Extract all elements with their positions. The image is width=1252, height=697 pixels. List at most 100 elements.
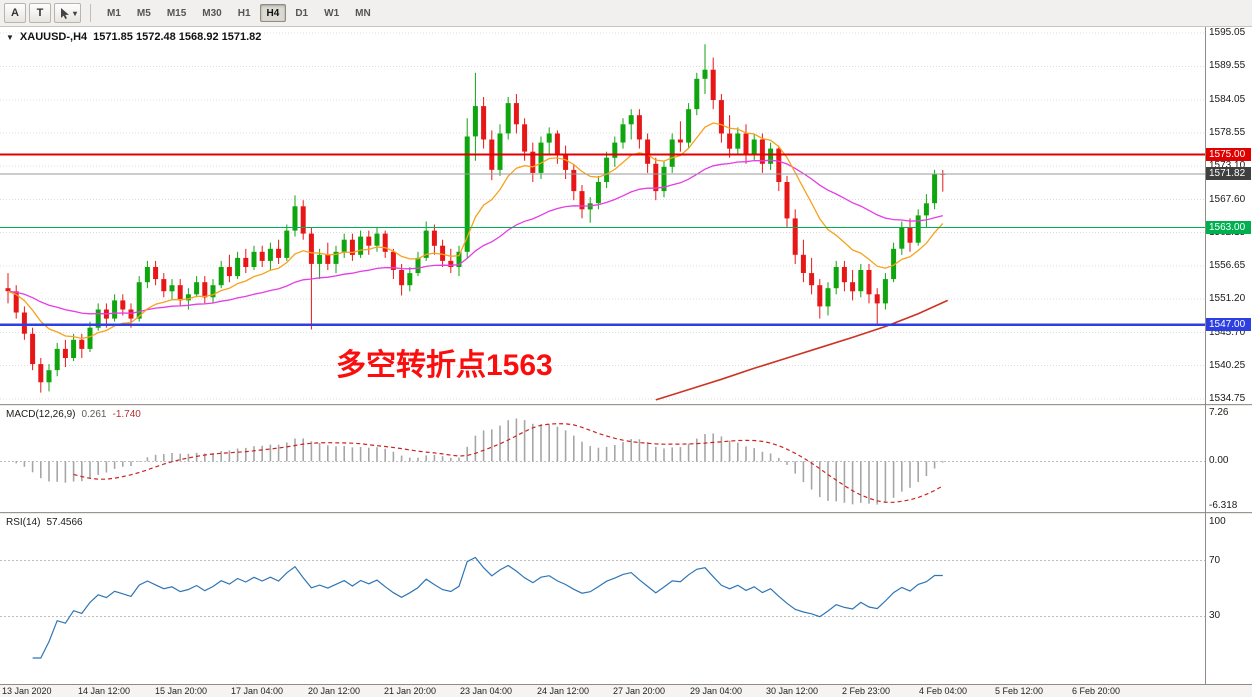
candle-body <box>128 309 134 319</box>
candle-body <box>776 148 782 182</box>
candle-body <box>538 142 544 173</box>
price-axis[interactable]: 1595.05 1589.55 1584.05 1578.55 1573.10 1567.… <box>1206 0 1252 697</box>
candle-body <box>366 236 372 246</box>
rsi-axis-label: 100 <box>1209 516 1226 527</box>
macd-label: MACD(12,26,9) 0.261 -1.740 <box>6 409 141 420</box>
candle-body <box>448 260 454 267</box>
time-axis-label: 29 Jan 04:00 <box>690 686 743 696</box>
price-tag-1575.00: 1575.00 <box>1206 148 1251 161</box>
candle-body <box>407 273 413 286</box>
candle-body <box>46 370 52 383</box>
candle-body <box>276 248 282 258</box>
price-axis-label: 1545.70 <box>1209 327 1246 338</box>
symbol-dropdown-icon[interactable]: ▼ <box>6 32 14 42</box>
candle-body <box>784 182 790 219</box>
panel-separator[interactable] <box>0 512 1252 514</box>
candle-body <box>759 139 765 164</box>
ohlc-values: 1571.85 1572.48 1568.92 1571.82 <box>93 31 262 43</box>
rsi-name: RSI(14) <box>6 517 41 528</box>
candle-body <box>472 106 478 137</box>
timeframe-button-m30[interactable]: M30 <box>195 4 228 22</box>
candle-body <box>243 257 249 267</box>
candle-body <box>899 227 905 249</box>
candle-body <box>62 348 68 358</box>
candle-body <box>686 109 692 143</box>
timeframe-button-m1[interactable]: M1 <box>100 4 128 22</box>
price-axis-label: 1573.10 <box>1209 160 1246 171</box>
candle-body <box>251 251 257 267</box>
timeframe-button-h4[interactable]: H4 <box>259 4 287 22</box>
time-axis-label: 2 Feb 23:00 <box>842 686 891 696</box>
candle-body <box>423 230 429 258</box>
candle-body <box>628 115 634 125</box>
candle-body <box>817 285 823 307</box>
chart-title: ▼ XAUUSD-,H4 1571.85 1572.48 1568.92 157… <box>6 31 261 43</box>
cursor-tool-button[interactable]: ▾ <box>54 3 82 23</box>
macd-axis-label: 0.00 <box>1209 455 1229 466</box>
timeframe-button-w1[interactable]: W1 <box>317 4 346 22</box>
candle-body <box>284 230 290 258</box>
price-axis-label: 1556.65 <box>1209 260 1246 271</box>
text-tool-button[interactable]: T <box>29 3 51 23</box>
macd-signal-line <box>73 423 944 503</box>
candle-body <box>87 327 93 349</box>
candle-body <box>292 206 298 231</box>
candle-body <box>431 230 437 246</box>
timeframe-group: M1 M5 M15 M30 H1 H4 D1 W1 MN <box>100 4 378 22</box>
price-axis-label: 1595.05 <box>1209 27 1246 38</box>
candle-body <box>522 124 528 152</box>
candle-body <box>120 300 126 310</box>
price-chart-pane[interactable] <box>0 27 1206 404</box>
candle-body <box>653 163 659 192</box>
price-axis-label: 1534.75 <box>1209 393 1246 404</box>
timeframe-button-h1[interactable]: H1 <box>231 4 258 22</box>
chart-annotation-text[interactable]: 多空转折点1563 <box>336 349 553 382</box>
candle-body <box>604 157 610 182</box>
candle-body <box>13 291 19 313</box>
rsi-value: 57.4566 <box>46 517 83 528</box>
candle-body <box>194 282 200 295</box>
macd-signal-value: -1.740 <box>112 409 141 420</box>
candle-body <box>579 191 585 210</box>
candle-body <box>710 69 716 100</box>
price-tag-1563.00: 1563.00 <box>1206 221 1251 234</box>
time-axis-label: 17 Jan 04:00 <box>231 686 284 696</box>
time-axis-label: 21 Jan 20:00 <box>384 686 437 696</box>
candle-body <box>669 139 675 167</box>
price-axis-label: 1584.05 <box>1209 94 1246 105</box>
candle-body <box>399 270 405 286</box>
time-axis-label: 13 Jan 2020 <box>2 686 52 696</box>
panel-separator[interactable] <box>0 404 1252 406</box>
time-axis-label: 14 Jan 12:00 <box>78 686 131 696</box>
candle-body <box>768 148 774 164</box>
rsi-pane[interactable] <box>0 514 1206 684</box>
price-axis-label: 1551.20 <box>1209 293 1246 304</box>
timeframe-button-m15[interactable]: M15 <box>160 4 193 22</box>
candle-body <box>161 279 167 292</box>
macd-pane[interactable] <box>0 406 1206 512</box>
candle-body <box>112 300 118 319</box>
timeframe-button-d1[interactable]: D1 <box>288 4 315 22</box>
candle-body <box>259 251 265 261</box>
candle-body <box>169 285 175 292</box>
candle-body <box>874 294 880 304</box>
time-axis-label: 24 Jan 12:00 <box>537 686 590 696</box>
time-axis-label: 23 Jan 04:00 <box>460 686 513 696</box>
candle-body <box>218 267 224 286</box>
candle-body <box>800 254 806 273</box>
arrow-tool-button[interactable]: A <box>4 3 26 23</box>
price-axis-label: 1578.55 <box>1209 127 1246 138</box>
timeframe-button-m5[interactable]: M5 <box>130 4 158 22</box>
time-axis[interactable]: 13 Jan 2020 14 Jan 12:00 15 Jan 20:00 17 Ja… <box>0 684 1252 697</box>
macd-main-value: 0.261 <box>81 409 107 420</box>
candle-body <box>95 309 101 328</box>
candle-body <box>38 364 44 383</box>
candle-body <box>718 100 724 134</box>
candle-body <box>677 139 683 143</box>
rsi-label: RSI(14) 57.4566 <box>6 517 83 528</box>
candle-body <box>456 251 462 267</box>
rsi-line <box>32 556 943 659</box>
candle-body <box>563 154 569 170</box>
price-axis-label: 1589.55 <box>1209 60 1246 71</box>
timeframe-button-mn[interactable]: MN <box>348 4 378 22</box>
